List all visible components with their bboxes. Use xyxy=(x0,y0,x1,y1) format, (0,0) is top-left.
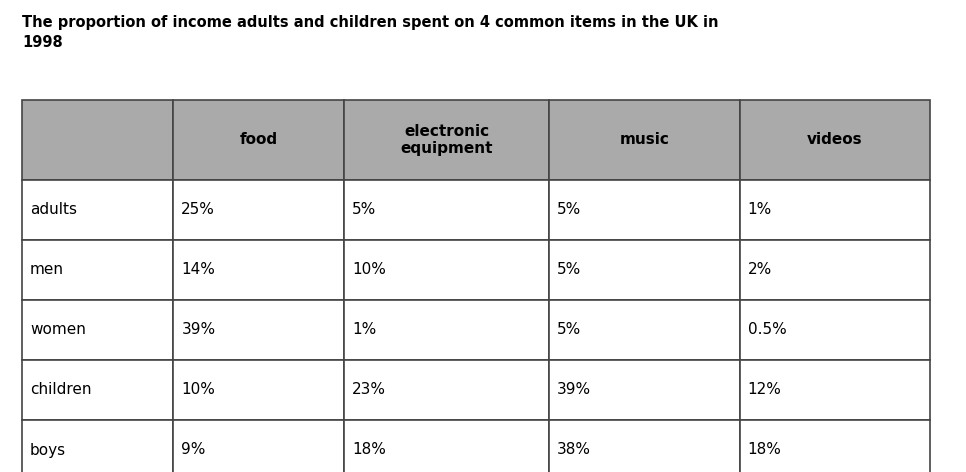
Text: music: music xyxy=(619,133,669,147)
Text: The proportion of income adults and children spent on 4 common items in the UK i: The proportion of income adults and chil… xyxy=(22,15,719,50)
Bar xyxy=(740,360,930,420)
Text: 1%: 1% xyxy=(748,202,772,218)
Bar xyxy=(22,180,173,240)
Bar xyxy=(550,240,740,300)
Text: 18%: 18% xyxy=(353,443,386,457)
Bar xyxy=(344,360,550,420)
Bar xyxy=(173,180,344,240)
Text: 5%: 5% xyxy=(353,202,377,218)
Text: 18%: 18% xyxy=(748,443,781,457)
Text: 1%: 1% xyxy=(353,322,377,337)
Bar xyxy=(740,180,930,240)
Text: 10%: 10% xyxy=(353,262,386,278)
Text: 38%: 38% xyxy=(557,443,591,457)
Text: food: food xyxy=(240,133,278,147)
Bar xyxy=(173,240,344,300)
Text: 5%: 5% xyxy=(557,202,582,218)
Text: 2%: 2% xyxy=(748,262,772,278)
Bar xyxy=(740,240,930,300)
Text: 12%: 12% xyxy=(748,382,781,397)
Bar xyxy=(173,420,344,472)
Text: 23%: 23% xyxy=(353,382,386,397)
Text: 25%: 25% xyxy=(182,202,215,218)
Bar xyxy=(344,180,550,240)
Bar xyxy=(550,360,740,420)
Bar xyxy=(22,300,173,360)
Bar xyxy=(344,100,550,180)
Bar xyxy=(740,300,930,360)
Bar xyxy=(550,300,740,360)
Text: 5%: 5% xyxy=(557,322,582,337)
Text: 39%: 39% xyxy=(557,382,591,397)
Bar xyxy=(173,360,344,420)
Bar xyxy=(173,300,344,360)
Text: boys: boys xyxy=(30,443,66,457)
Text: 10%: 10% xyxy=(182,382,215,397)
Bar xyxy=(173,100,344,180)
Text: men: men xyxy=(30,262,64,278)
Text: videos: videos xyxy=(807,133,863,147)
Bar xyxy=(344,240,550,300)
Bar xyxy=(22,240,173,300)
Text: 14%: 14% xyxy=(182,262,215,278)
Text: 9%: 9% xyxy=(182,443,206,457)
Bar xyxy=(550,420,740,472)
Text: children: children xyxy=(30,382,92,397)
Bar xyxy=(344,300,550,360)
Bar xyxy=(550,100,740,180)
Text: electronic
equipment: electronic equipment xyxy=(401,124,493,156)
Bar xyxy=(740,100,930,180)
Bar xyxy=(344,420,550,472)
Bar xyxy=(22,420,173,472)
Bar xyxy=(740,420,930,472)
Text: 0.5%: 0.5% xyxy=(748,322,786,337)
Text: 39%: 39% xyxy=(182,322,215,337)
Text: 5%: 5% xyxy=(557,262,582,278)
Bar xyxy=(22,360,173,420)
Bar xyxy=(22,100,173,180)
Text: women: women xyxy=(30,322,86,337)
Text: adults: adults xyxy=(30,202,77,218)
Bar xyxy=(550,180,740,240)
